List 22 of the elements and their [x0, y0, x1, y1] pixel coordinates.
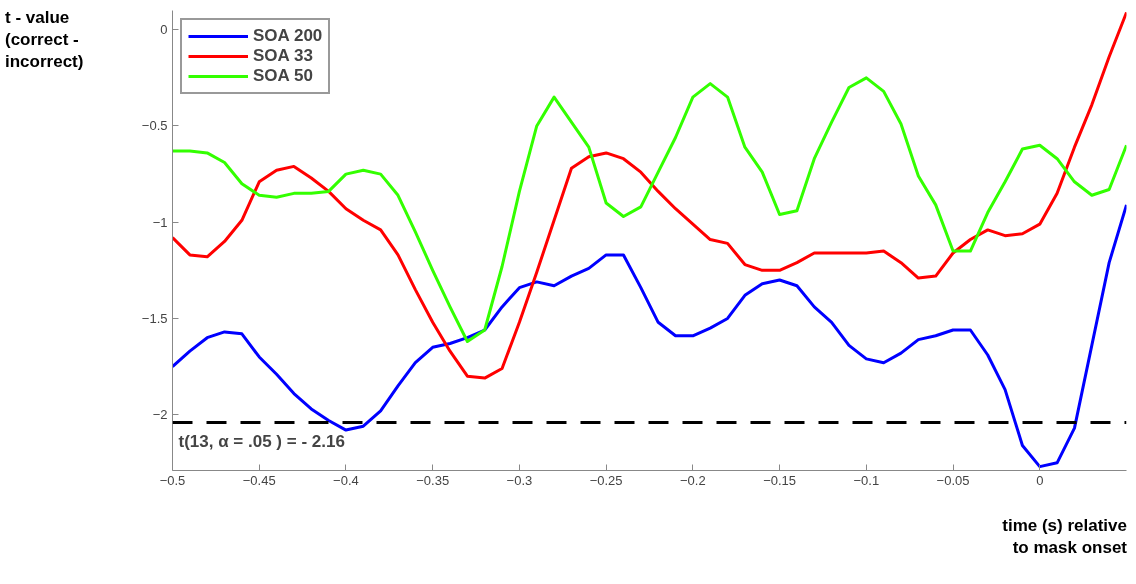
legend-label: SOA 33	[253, 46, 313, 66]
line-series	[172, 10, 1127, 380]
x-tick-label: −0.3	[506, 472, 533, 488]
legend-label: SOA 50	[253, 66, 313, 86]
y-tick-label: −1	[152, 214, 168, 230]
legend-label: SOA 200	[253, 26, 323, 46]
x-tick-label: −0.2	[680, 472, 706, 488]
x-tick-label: −0.45	[242, 472, 276, 488]
x-tick-label: −0.05	[936, 472, 970, 488]
y-tick-label: −2	[152, 407, 168, 423]
x-tick-label: −0.1	[853, 472, 880, 488]
y-tick-label: 0	[160, 22, 168, 38]
x-tick-label: −0.35	[416, 472, 450, 488]
x-tick-label: −0.15	[763, 472, 797, 488]
x-tick-label: 0	[1036, 472, 1044, 488]
ref-line-label: t(13, α = .05 ) = - 2.16	[178, 432, 345, 452]
y-tick-label: −0.5	[141, 118, 168, 134]
x-tick-label: −0.4	[333, 472, 359, 488]
y-axis-title: t - value (correct - incorrect)	[5, 7, 84, 74]
y-tick-label: −1.5	[141, 310, 168, 326]
x-axis-title: time (s) relative to mask onset	[1002, 515, 1127, 560]
x-tick-label: −0.25	[589, 472, 623, 488]
